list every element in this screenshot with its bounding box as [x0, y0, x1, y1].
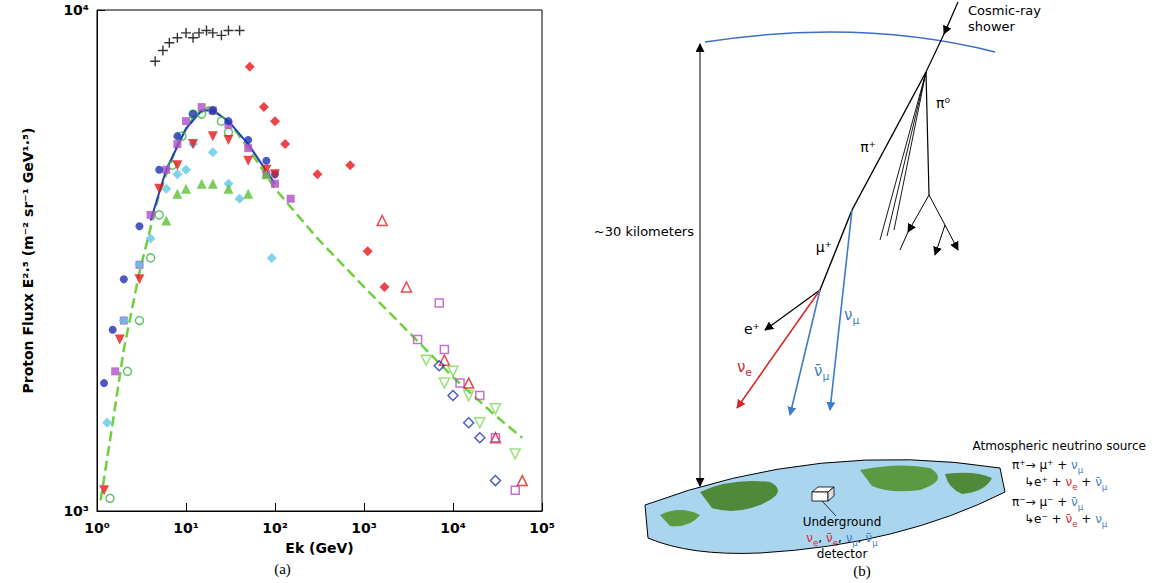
svg-text:10³: 10³ [63, 503, 89, 519]
svg-text:π⁺→ μ⁺ + νμ: π⁺→ μ⁺ + νμ [1012, 458, 1084, 475]
svg-text:π⁻→ μ⁻ + ν̄μ: π⁻→ μ⁻ + ν̄μ [1012, 495, 1084, 512]
svg-text:μ⁺: μ⁺ [816, 239, 832, 255]
svg-text:ν̄μ: ν̄μ [814, 362, 829, 383]
svg-text:Atmospheric neutrino source: Atmospheric neutrino source [973, 439, 1146, 453]
svg-text:10⁵: 10⁵ [529, 520, 555, 536]
svg-text:Cosmic-ray: Cosmic-ray [968, 3, 1041, 18]
svg-text:10²: 10² [262, 520, 288, 536]
svg-text:↳e⁺ + νe + ν̄μ: ↳e⁺ + νe + ν̄μ [1024, 475, 1108, 492]
svg-text:10⁴: 10⁴ [63, 2, 89, 18]
svg-text:νe: νe [737, 358, 752, 379]
svg-text:Proton Fluxx E²·⁵ (m⁻² sr⁻¹ Ge: Proton Fluxx E²·⁵ (m⁻² sr⁻¹ GeV¹·⁵) [20, 127, 36, 393]
svg-text:shower: shower [968, 19, 1016, 34]
svg-text:10⁴: 10⁴ [440, 520, 466, 536]
svg-text:e⁺: e⁺ [744, 321, 760, 337]
svg-text:10¹: 10¹ [173, 520, 199, 536]
svg-text:Underground: Underground [803, 515, 882, 529]
svg-text:νμ: νμ [844, 306, 859, 327]
svg-text:detector: detector [817, 547, 868, 561]
svg-text:π⁰: π⁰ [936, 95, 950, 111]
svg-text:~30 kilometers: ~30 kilometers [594, 224, 694, 239]
svg-text:10⁰: 10⁰ [84, 520, 110, 536]
svg-text:↳e⁻ + ν̄e + νμ: ↳e⁻ + ν̄e + νμ [1024, 512, 1108, 529]
svg-text:Ek (GeV): Ek (GeV) [285, 540, 353, 556]
svg-text:νe, ν̄e, νμ, ν̄μ: νe, ν̄e, νμ, ν̄μ [806, 531, 878, 548]
html-text:(a): (a) [274, 561, 291, 577]
svg-text:π⁺: π⁺ [860, 139, 876, 155]
svg-text:(b): (b) [853, 563, 871, 580]
svg-text:10³: 10³ [351, 520, 377, 536]
